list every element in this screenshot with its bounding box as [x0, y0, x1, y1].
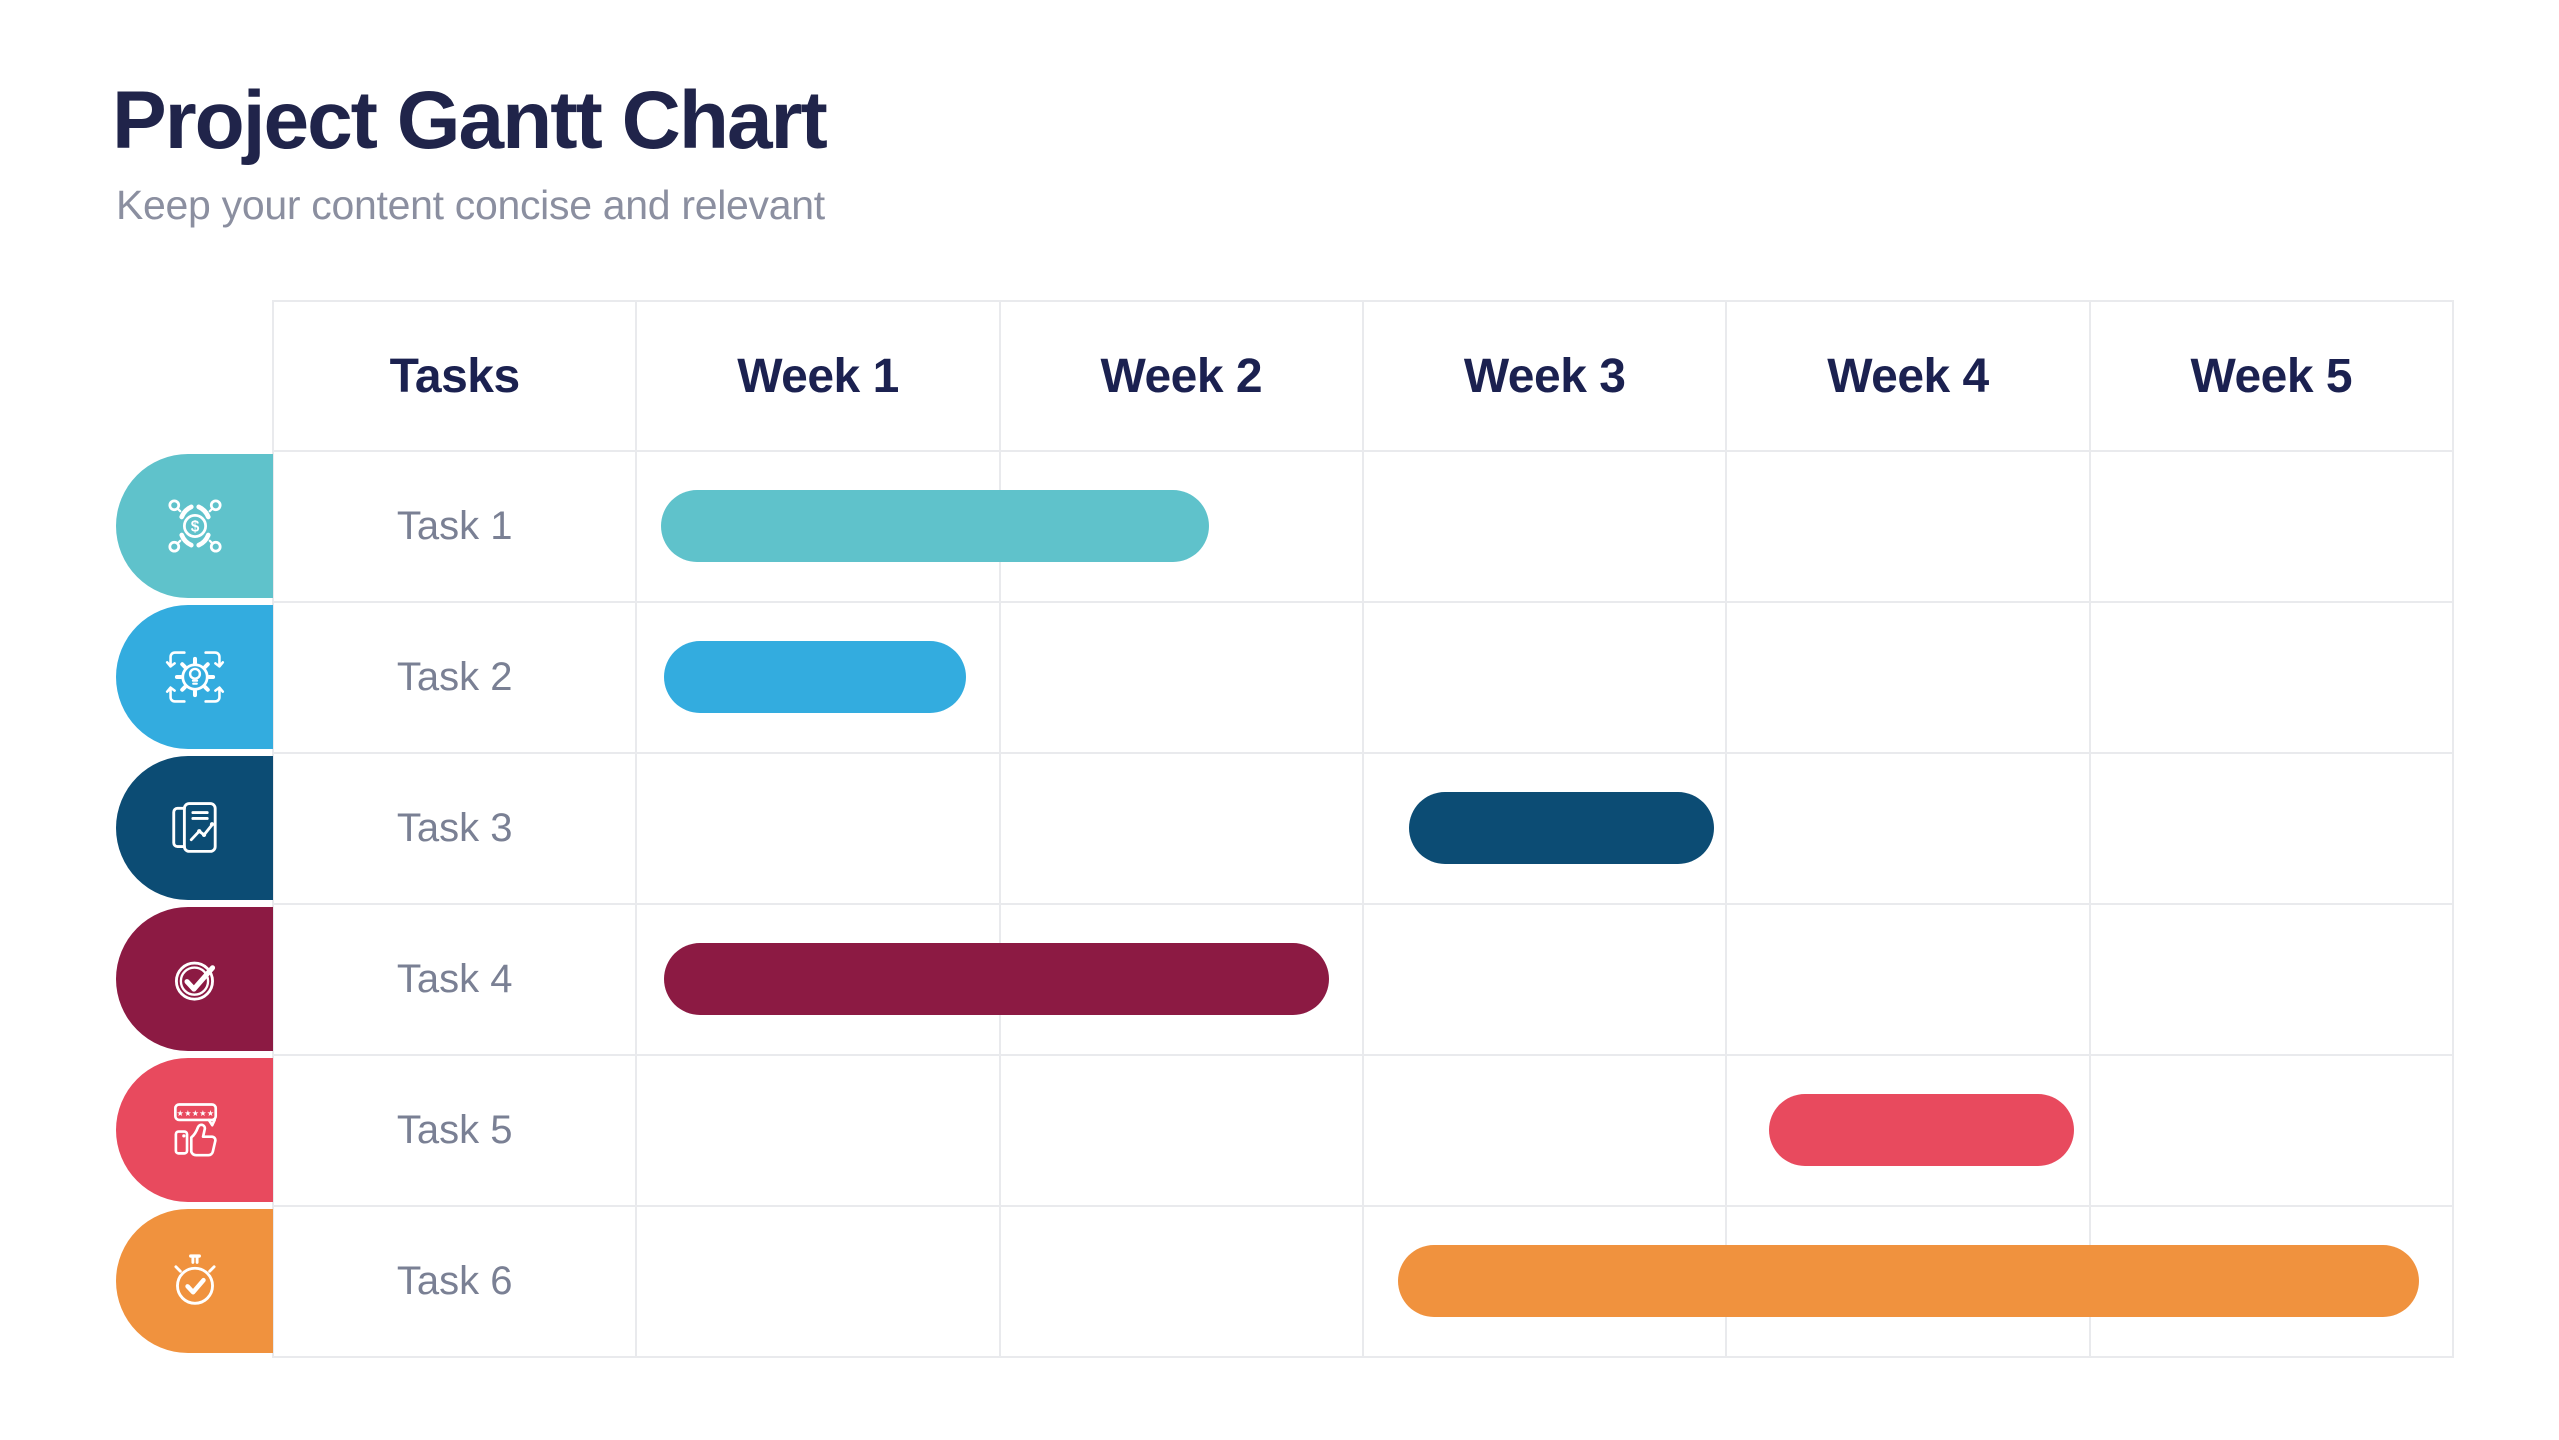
grid-cell — [2090, 603, 2454, 754]
grid-cell — [637, 1056, 1001, 1207]
grid-cell — [637, 1207, 1001, 1358]
grid-cell — [1363, 905, 1728, 1056]
budget-network-icon: $ — [167, 498, 222, 553]
column-header-week-2: Week 2 — [1000, 302, 1364, 452]
task-icon-badge: $ — [116, 453, 273, 598]
page-title: Project Gantt Chart — [112, 75, 828, 166]
page-subtitle: Keep your content concise and relevant — [116, 182, 825, 228]
gantt-bar-task-6 — [1398, 1244, 2420, 1317]
grid-cell — [2090, 1056, 2454, 1207]
task-label: Task 2 — [274, 603, 638, 754]
gantt-table: Tasks Week 1 Week 2 Week 3 Week 4 Week 5 Task … — [272, 300, 2454, 1358]
grid-cell — [1000, 603, 1364, 754]
grid-cell — [2090, 754, 2454, 905]
task-icon-badge — [116, 755, 273, 900]
grid-cell — [1363, 1056, 1728, 1207]
stopwatch-check-icon — [173, 1253, 216, 1305]
task-label: Task 5 — [274, 1056, 638, 1207]
task-icon-badge — [116, 604, 273, 749]
grid-cell — [1000, 1207, 1364, 1358]
grid-cell — [1727, 603, 2091, 754]
grid-cell — [1727, 905, 2091, 1056]
grid-cell — [2090, 452, 2454, 603]
grid-cell — [637, 754, 1001, 905]
task-icon-badge: ★★★★★ — [116, 1057, 273, 1202]
gantt-bar-task-5 — [1768, 1093, 2075, 1166]
column-header-week-1: Week 1 — [637, 302, 1001, 452]
gantt-bar-task-2 — [664, 640, 966, 713]
grid-cell — [1000, 754, 1364, 905]
task-icon-badge — [116, 906, 273, 1051]
task-label: Task 3 — [274, 754, 638, 905]
task-label: Task 4 — [274, 905, 638, 1056]
grid-cell — [1363, 603, 1728, 754]
check-circle-icon — [174, 961, 215, 1001]
report-chart-icon — [171, 801, 217, 853]
gantt-bar-task-3 — [1409, 791, 1715, 864]
gantt-bar-task-1 — [660, 489, 1210, 562]
rating-thumbs-up-icon: ★★★★★ — [173, 1102, 217, 1157]
column-header-week-4: Week 4 — [1727, 302, 2091, 452]
grid-cell — [1000, 1056, 1364, 1207]
grid-cell — [1727, 452, 2091, 603]
idea-gear-icon — [165, 650, 224, 703]
task-label: Task 6 — [274, 1207, 638, 1358]
task-icon-badge — [116, 1208, 273, 1353]
svg-text:★★★★★: ★★★★★ — [176, 1108, 214, 1117]
gantt-bar-task-4 — [664, 942, 1330, 1015]
task-label: Task 1 — [274, 452, 638, 603]
grid-cell — [1727, 754, 2091, 905]
grid-cell — [1363, 452, 1728, 603]
grid-cell — [2090, 905, 2454, 1056]
column-header-week-5: Week 5 — [2090, 302, 2454, 452]
column-header-tasks: Tasks — [274, 302, 638, 452]
svg-text:$: $ — [190, 518, 199, 535]
column-header-week-3: Week 3 — [1363, 302, 1728, 452]
